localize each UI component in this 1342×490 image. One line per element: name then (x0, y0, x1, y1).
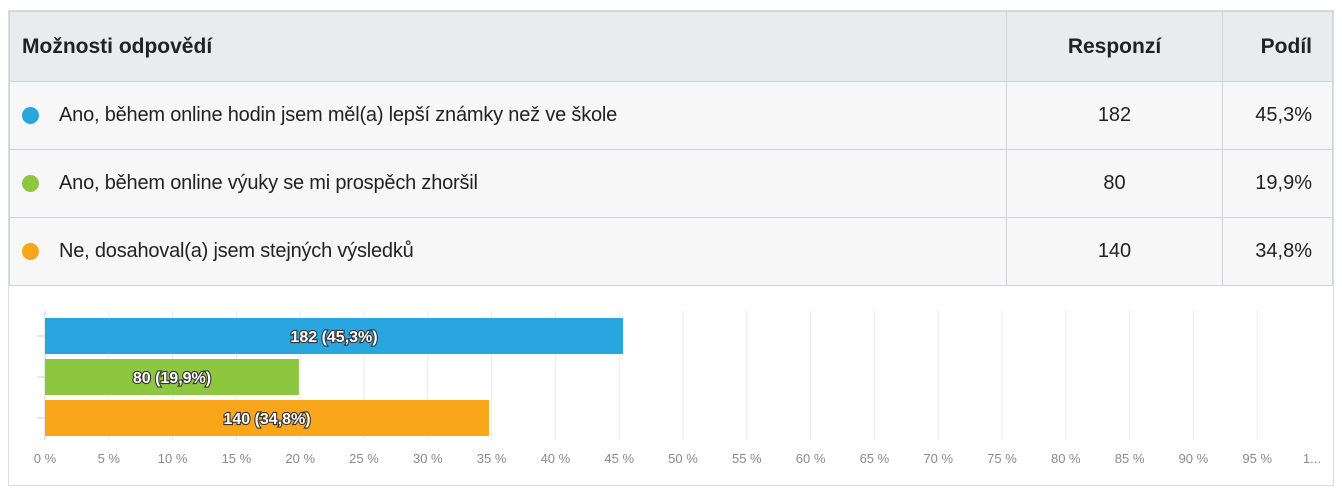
data-label: 80 (19,9%) (133, 370, 211, 387)
x-tick-label: 35 % (477, 451, 507, 466)
series-color-dot (22, 243, 39, 260)
responses-cell: 182 (1006, 81, 1223, 150)
table-row: Ne, dosahoval(a) jsem stejných výsledků … (9, 217, 1333, 286)
responses-cell: 140 (1006, 217, 1223, 286)
option-label: Ano, během online hodin jsem měl(a) lepš… (59, 104, 618, 126)
x-tick-label: 20 % (285, 451, 315, 466)
option-label: Ano, během online výuky se mi prospěch z… (59, 172, 478, 194)
bar (45, 400, 490, 436)
x-tick-label: 1... (1303, 451, 1321, 466)
data-label: 140 (34,8%) (223, 411, 310, 428)
x-tick-label: 25 % (349, 451, 379, 466)
x-tick-label: 50 % (668, 451, 698, 466)
share-cell: 19,9% (1222, 149, 1333, 218)
bar (45, 359, 299, 395)
x-tick-label: 5 % (98, 451, 121, 466)
x-tick-label: 75 % (987, 451, 1017, 466)
x-tick-label: 55 % (732, 451, 762, 466)
bar-chart-svg: 182 (45,3%) 80 (19,9%) 140 (34,8%) 0 % 5 % 10… (34, 311, 1321, 466)
header-options: Možnosti odpovědí (9, 11, 1007, 82)
bar-chart: 182 (45,3%) 80 (19,9%) 140 (34,8%) 0 % 5 % 10… (9, 285, 1333, 485)
results-panel: Možnosti odpovědí Responzí Podíl Ano, bě… (8, 10, 1334, 486)
x-tick-label: 0 % (34, 451, 57, 466)
option-label: Ne, dosahoval(a) jsem stejných výsledků (59, 240, 414, 262)
x-tick-label: 95 % (1242, 451, 1272, 466)
option-cell: Ano, během online hodin jsem měl(a) lepš… (9, 81, 1007, 150)
series-color-dot (22, 107, 39, 124)
x-tick-label: 60 % (796, 451, 826, 466)
results-table: Možnosti odpovědí Responzí Podíl Ano, bě… (9, 11, 1333, 286)
option-cell: Ne, dosahoval(a) jsem stejných výsledků (9, 217, 1007, 286)
x-tick-label: 15 % (222, 451, 252, 466)
share-cell: 45,3% (1222, 81, 1333, 150)
option-cell: Ano, během online výuky se mi prospěch z… (9, 149, 1007, 218)
table-row: Ano, během online výuky se mi prospěch z… (9, 149, 1333, 218)
x-tick-label: 85 % (1115, 451, 1145, 466)
data-label: 182 (45,3%) (290, 329, 377, 346)
x-tick-label: 80 % (1051, 451, 1081, 466)
table-header-row: Možnosti odpovědí Responzí Podíl (9, 11, 1333, 82)
header-share: Podíl (1222, 11, 1333, 82)
x-tick-label: 40 % (541, 451, 571, 466)
x-tick-label: 65 % (860, 451, 890, 466)
responses-cell: 80 (1006, 149, 1223, 218)
bar (45, 318, 624, 354)
series-color-dot (22, 175, 39, 192)
x-tick-label: 30 % (413, 451, 443, 466)
share-cell: 34,8% (1222, 217, 1333, 286)
table-row: Ano, během online hodin jsem měl(a) lepš… (9, 81, 1333, 150)
x-tick-label: 10 % (158, 451, 188, 466)
x-tick-label: 70 % (923, 451, 953, 466)
x-tick-label: 90 % (1179, 451, 1209, 466)
x-tick-label: 45 % (604, 451, 634, 466)
header-responses: Responzí (1006, 11, 1223, 82)
